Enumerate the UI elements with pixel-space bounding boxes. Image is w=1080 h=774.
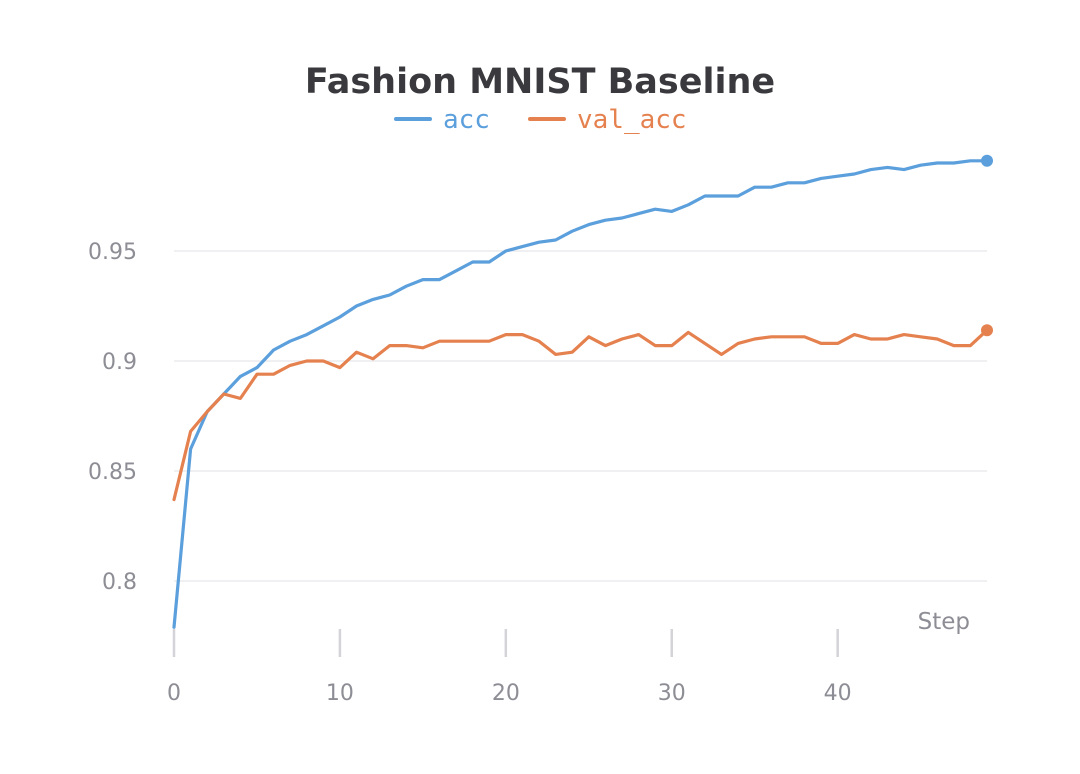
y-tick-label: 0.8 (102, 570, 137, 595)
legend-label-acc: acc (443, 105, 490, 135)
x-tick-label: 0 (167, 681, 181, 706)
x-tick-label: 20 (492, 681, 520, 706)
x-tick-label: 10 (326, 681, 354, 706)
y-tick-label: 0.9 (102, 350, 137, 375)
x-tick-label: 30 (658, 681, 686, 706)
x-axis-ticks: 0 10 20 30 40 (167, 629, 852, 706)
series-lines (172, 154, 993, 629)
y-tick-label: 0.95 (88, 240, 137, 265)
legend: acc val_acc (394, 105, 687, 135)
series-line-acc (172, 159, 989, 629)
legend-label-val-acc: val_acc (577, 105, 687, 135)
x-axis-label: Step (918, 609, 970, 635)
endpoint-marker-val-acc (981, 324, 993, 337)
y-gridlines (174, 250, 987, 582)
chart-title: Fashion MNIST Baseline (305, 62, 775, 102)
y-tick-label: 0.85 (88, 460, 137, 485)
x-tick-label: 40 (824, 681, 852, 706)
series-line-val-acc (172, 328, 989, 502)
endpoint-marker-acc (981, 154, 993, 167)
y-axis-ticks: 0.8 0.85 0.9 0.95 (88, 240, 137, 595)
